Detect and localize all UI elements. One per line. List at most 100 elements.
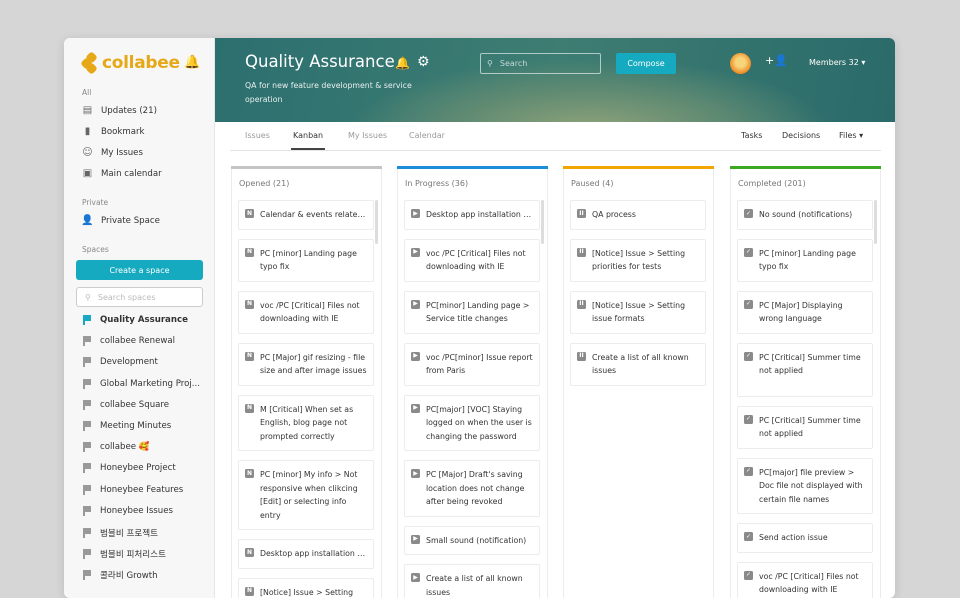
column-color-bar <box>397 166 548 169</box>
sidebar-item-main-calendar[interactable]: ▣ Main calendar <box>82 168 162 179</box>
card-list: ✓No sound (notifications) ✓PC [minor] Lan… <box>737 200 873 598</box>
tab-issues[interactable]: Issues <box>245 131 270 140</box>
new-issue-icon: N <box>245 587 254 596</box>
kanban-card[interactable]: ✓Send action issue <box>737 523 873 553</box>
sidebar-space-item[interactable]: collabee Renewal <box>82 336 175 346</box>
card-title: Desktop app installation guide <box>426 208 533 222</box>
sidebar-space-item[interactable]: collabee Square <box>82 400 169 410</box>
kanban-card[interactable]: N[Notice] Issue > Setting issue formats <box>238 578 374 598</box>
gear-icon[interactable]: ⚙ <box>417 54 430 70</box>
kanban-card[interactable]: ▶voc /PC [Critical] Files not downloadin… <box>404 239 540 282</box>
sidebar-space-item[interactable]: 범블비 프로젝트 <box>82 527 158 539</box>
tab-calendar[interactable]: Calendar <box>409 131 445 140</box>
kanban-card[interactable]: ✓voc /PC [Critical] Files not downloadin… <box>737 562 873 598</box>
card-title: [Notice] Issue > Setting priorities for … <box>592 247 699 274</box>
members-dropdown[interactable]: Members 32 ▾ <box>809 58 865 67</box>
app-window: collabee 🔔 All ▤Updates (21) ▮Bookmark ☺… <box>64 38 895 598</box>
calendar-icon: ▣ <box>82 168 93 179</box>
sidebar-space-item[interactable]: Quality Assurance <box>82 315 188 325</box>
tab-tasks[interactable]: Tasks <box>741 131 762 140</box>
scrollbar[interactable] <box>541 200 544 244</box>
sidebar-space-item[interactable]: 콜라비 Growth <box>82 569 158 581</box>
card-title: PC [Critical] Summer time not applied <box>759 351 866 378</box>
kanban-card[interactable]: ✓PC [Critical] Summer time not applied <box>737 343 873 397</box>
sidebar-space-item[interactable]: Honeybee Project <box>82 463 176 473</box>
sidebar-item-bookmark[interactable]: ▮Bookmark <box>82 126 145 137</box>
scrollbar[interactable] <box>874 200 877 244</box>
sidebar-item-my-issues[interactable]: ☺My Issues <box>82 147 143 158</box>
flag-icon <box>82 463 92 473</box>
scrollbar[interactable] <box>375 200 378 244</box>
sidebar-space-item[interactable]: collabee 🥰 <box>82 442 150 452</box>
kanban-card[interactable]: II[Notice] Issue > Setting priorities fo… <box>570 239 706 282</box>
sidebar-item-label: Main calendar <box>101 169 162 179</box>
sidebar-item-private-space[interactable]: 👤Private Space <box>82 215 160 226</box>
kanban-card[interactable]: ▶PC[major] [VOC] Staying logged on when … <box>404 395 540 452</box>
sidebar-space-item[interactable]: Global Marketing Proj... <box>82 379 200 389</box>
search-spaces-input[interactable]: ⚲Search spaces <box>76 287 203 307</box>
card-title: PC[major] file preview > Doc file not di… <box>759 466 866 507</box>
kanban-card[interactable]: ▶Desktop app installation guide <box>404 200 540 230</box>
kanban-card[interactable]: ▶PC[minor] Landing page > Service title … <box>404 291 540 334</box>
sidebar-space-item[interactable]: Development <box>82 357 158 367</box>
bell-icon[interactable]: 🔔 <box>184 55 200 70</box>
card-title: Create a list of all known issues <box>592 351 699 378</box>
in-progress-icon: ▶ <box>411 573 420 582</box>
kanban-card[interactable]: ✓PC [Major] Displaying wrong language <box>737 291 873 334</box>
kanban-card[interactable]: ✓PC[major] file preview > Doc file not d… <box>737 458 873 515</box>
tab-my-issues[interactable]: My Issues <box>348 131 387 140</box>
kanban-card[interactable]: ✓No sound (notifications) <box>737 200 873 230</box>
card-title: Small sound (notification) <box>426 534 533 548</box>
space-label: collabee Square <box>100 400 169 410</box>
tab-decisions[interactable]: Decisions <box>782 131 820 140</box>
sidebar-space-item[interactable]: Honeybee Features <box>82 485 183 495</box>
flag-icon <box>82 549 92 559</box>
sidebar-item-updates[interactable]: ▤Updates (21) <box>82 105 157 116</box>
kanban-card[interactable]: ▶voc /PC[minor] Issue report from Paris <box>404 343 540 386</box>
logo[interactable]: collabee <box>82 53 180 73</box>
sidebar-space-item[interactable]: 범블비 피처리스트 <box>82 548 166 560</box>
card-title: PC [minor] Landing page typo fix <box>260 247 367 274</box>
sidebar-space-item[interactable]: Meeting Minutes <box>82 421 171 431</box>
files-dropdown[interactable]: Files ▾ <box>839 131 863 140</box>
card-title: PC[major] [VOC] Staying logged on when t… <box>426 403 533 444</box>
card-list: ▶Desktop app installation guide▶voc /PC … <box>404 200 540 598</box>
kanban-card[interactable]: ✓PC [minor] Landing page typo fix <box>737 239 873 282</box>
space-description: QA for new feature development & service… <box>245 79 425 107</box>
bell-icon[interactable]: 🔔 <box>395 56 410 70</box>
add-user-icon[interactable]: +👤 <box>765 54 788 67</box>
tab-kanban[interactable]: Kanban <box>293 131 323 140</box>
search-input[interactable]: ⚲Search <box>480 53 601 74</box>
section-all-label: All <box>82 88 91 97</box>
in-progress-icon: ▶ <box>411 300 420 309</box>
kanban-column: Completed (201) ✓No sound (notifications)… <box>730 166 881 598</box>
sidebar-item-label: My Issues <box>101 148 143 158</box>
card-title: PC [Major] Displaying wrong language <box>759 299 866 326</box>
kanban-card[interactable]: ✓PC [Critical] Summer time not applied <box>737 406 873 449</box>
column-header: Completed (201) <box>738 179 806 188</box>
tab-bar: Issues Kanban My Issues Calendar Tasks D… <box>215 122 895 151</box>
kanban-card[interactable]: ▶Small sound (notification) <box>404 526 540 556</box>
completed-icon: ✓ <box>744 248 753 257</box>
avatar[interactable] <box>730 53 751 74</box>
kanban-card[interactable]: ▶PC [Major] Draft's saving location does… <box>404 460 540 517</box>
kanban-card[interactable]: ▶Create a list of all known issues <box>404 564 540 598</box>
create-space-button[interactable]: Create a space <box>76 260 203 280</box>
card-title: PC [Major] Draft's saving location does … <box>426 468 533 509</box>
sidebar-space-item[interactable]: Honeybee Issues <box>82 506 173 516</box>
column-header: In Progress (36) <box>405 179 468 188</box>
kanban-card[interactable]: II[Notice] Issue > Setting issue formats <box>570 291 706 334</box>
compose-button[interactable]: Compose <box>616 53 676 74</box>
new-issue-icon: N <box>245 404 254 413</box>
card-title: PC [minor] My info > Not responsive when… <box>260 468 367 522</box>
